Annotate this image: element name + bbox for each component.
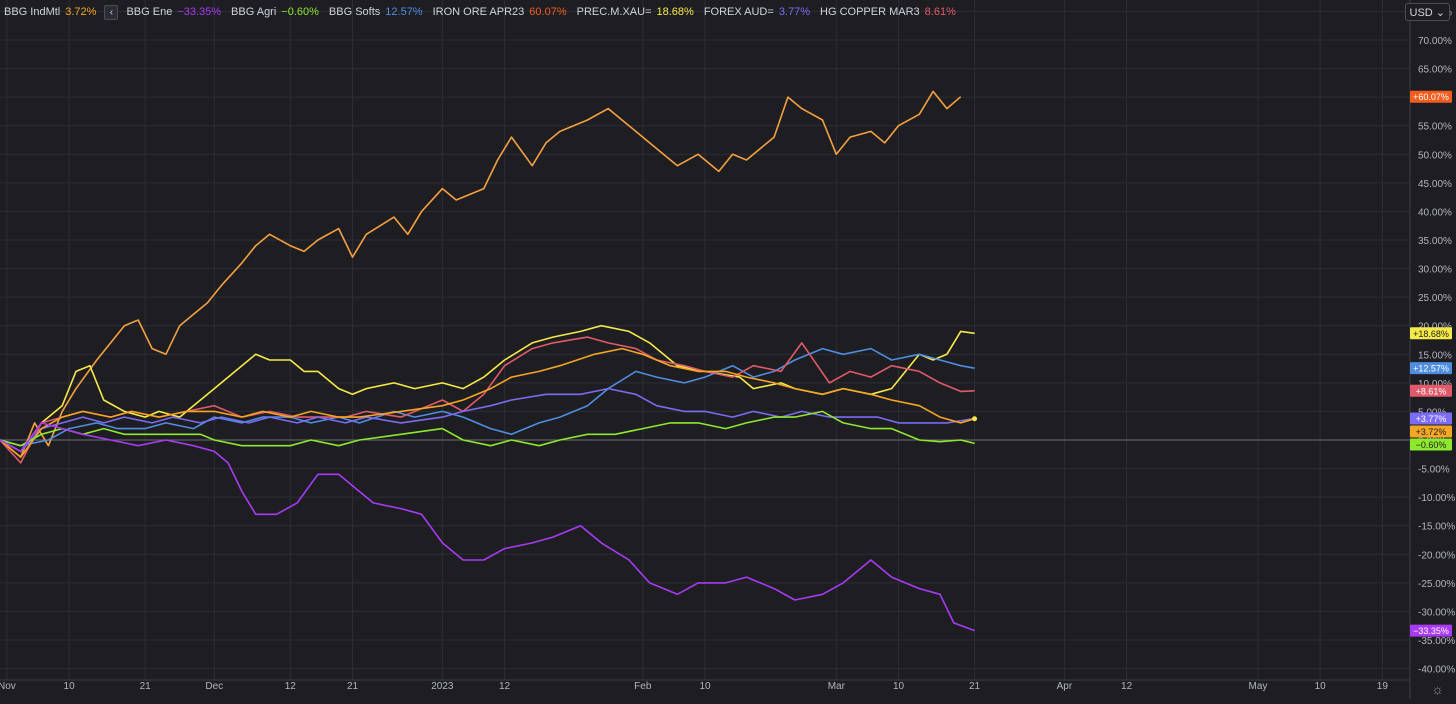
x-tick-label: 10 (1315, 681, 1327, 692)
y-tick-label: 50.00% (1418, 150, 1452, 161)
value-badge-label: +8.61% (1416, 386, 1447, 396)
x-tick-label: Nov (0, 681, 16, 692)
y-tick-label: 10.00% (1418, 379, 1452, 390)
value-badges: +60.07% +18.68% +12.57% +8.61% +3.77% +3.72% −… (1410, 90, 1452, 637)
x-tick-label: 21 (347, 681, 359, 692)
y-tick-label: -20.00% (1418, 550, 1455, 561)
series-line[interactable] (0, 347, 975, 447)
series-line[interactable] (0, 410, 975, 447)
legend-item[interactable]: PREC.M.XAU= 18.68% (577, 6, 694, 18)
x-tick-label: 21 (969, 681, 981, 692)
legend-item[interactable]: FOREX AUD= 3.77% (704, 6, 810, 18)
x-tick-label: Mar (828, 681, 846, 692)
value-badge-label: −33.35% (1413, 626, 1449, 636)
x-axis-labels: Nov 10 21 Dec 12 21 2023 12 Feb 10 Mar 10 21 Apr 12 May… (0, 681, 1388, 692)
value-badge-label: +12.57% (1413, 364, 1449, 374)
y-tick-label: 25.00% (1418, 293, 1452, 304)
legend-series-value: 60.07% (529, 6, 567, 18)
value-badge-label: +3.77% (1416, 414, 1447, 424)
series-line[interactable] (0, 347, 975, 458)
x-tick-label: 2023 (431, 681, 454, 692)
x-tick-label: 12 (499, 681, 511, 692)
x-tick-label: Feb (634, 681, 652, 692)
legend-series-value: 12.57% (385, 6, 423, 18)
x-tick-label: May (1248, 681, 1267, 692)
x-tick-label: 12 (285, 681, 297, 692)
legend-item[interactable]: BBG IndMtl 3.72% (4, 6, 96, 18)
legend-series-name: BBG Ene (126, 6, 173, 18)
grid (0, 0, 1410, 680)
y-tick-label: 45.00% (1418, 179, 1452, 190)
y-tick-label: 35.00% (1418, 236, 1452, 247)
value-badge (1410, 438, 1452, 451)
y-tick-label: -40.00% (1418, 665, 1455, 676)
legend-series-value: 3.72% (65, 6, 97, 18)
currency-select[interactable]: USD ⌄ (1404, 3, 1450, 21)
y-tick-label: 70.00% (1418, 36, 1452, 47)
legend-item[interactable]: BBG Ene −33.35% (126, 6, 221, 18)
y-tick-label: -30.00% (1418, 607, 1455, 618)
legend-series-name: IRON ORE APR23 (432, 6, 525, 18)
legend-item[interactable]: BBG Agri −0.60% (231, 6, 319, 18)
value-badge (1410, 90, 1452, 103)
legend-series-value: 3.77% (778, 6, 811, 18)
legend-series-name: PREC.M.XAU= (576, 6, 652, 18)
x-tick-label: 10 (64, 681, 76, 692)
value-badge (1410, 425, 1452, 438)
y-tick-label: -15.00% (1418, 522, 1455, 533)
y-tick-label: 65.00% (1418, 65, 1452, 76)
legend-series-value: −0.60% (281, 6, 319, 18)
value-badge-label: −0.60% (1416, 440, 1447, 450)
y-tick-label: -35.00% (1418, 636, 1455, 647)
legend-item[interactable]: IRON ORE APR23 60.07% (433, 6, 567, 18)
value-badge (1410, 327, 1452, 340)
legend-series-name: HG COPPER MAR3 (820, 6, 920, 18)
y-tick-label: -10.00% (1418, 493, 1455, 504)
gear-icon[interactable]: ☼ (1431, 681, 1444, 697)
series-line[interactable] (0, 387, 975, 453)
legend-series-name: BBG Agri (231, 6, 277, 18)
y-tick-label: -25.00% (1418, 579, 1455, 590)
legend-series-name: BBG IndMtl (4, 6, 61, 18)
value-badge-label: +60.07% (1413, 92, 1449, 102)
x-tick-label: 21 (140, 681, 152, 692)
x-tick-label: Apr (1057, 681, 1073, 692)
value-badge (1410, 362, 1452, 375)
series-line[interactable] (0, 422, 975, 632)
x-tick-label: 12 (1121, 681, 1133, 692)
value-badge-label: +18.68% (1413, 329, 1449, 339)
legend-series-value: 8.61% (924, 6, 956, 18)
y-tick-label: -5.00% (1418, 465, 1450, 476)
y-tick-label: 55.00% (1418, 122, 1452, 133)
value-badge (1410, 384, 1452, 397)
x-tick-label: Dec (205, 681, 223, 692)
legend-bar: BBG IndMtl 3.72% ‹ BBG Ene −33.35% BBG A… (4, 4, 966, 20)
legend-series-value: −33.35% (177, 6, 222, 18)
last-point-dot (972, 416, 978, 422)
y-axis-labels: 75.00%70.00%65.00%60.00%55.00%50.00%45.0… (1418, 7, 1455, 675)
y-tick-label: 40.00% (1418, 207, 1452, 218)
x-tick-label: 10 (893, 681, 905, 692)
series-lines (0, 90, 975, 632)
x-tick-label: 10 (699, 681, 711, 692)
legend-series-value: 18.68% (656, 6, 694, 18)
x-tick-label: 19 (1377, 681, 1389, 692)
legend-series-name: FOREX AUD= (703, 6, 774, 18)
legend-item[interactable]: BBG Softs 12.57% (329, 6, 423, 18)
legend-item[interactable]: HG COPPER MAR3 8.61% (820, 6, 956, 18)
value-badge (1410, 412, 1452, 425)
series-line[interactable] (0, 90, 962, 458)
chevron-left-icon[interactable]: ‹ (104, 4, 119, 20)
value-badge-label: +3.72% (1416, 427, 1447, 437)
y-tick-label: 15.00% (1418, 350, 1452, 361)
value-badge (1410, 624, 1452, 637)
y-tick-label: 30.00% (1418, 265, 1452, 276)
y-tick-label: 20.00% (1418, 322, 1452, 333)
legend-series-name: BBG Softs (328, 6, 381, 18)
